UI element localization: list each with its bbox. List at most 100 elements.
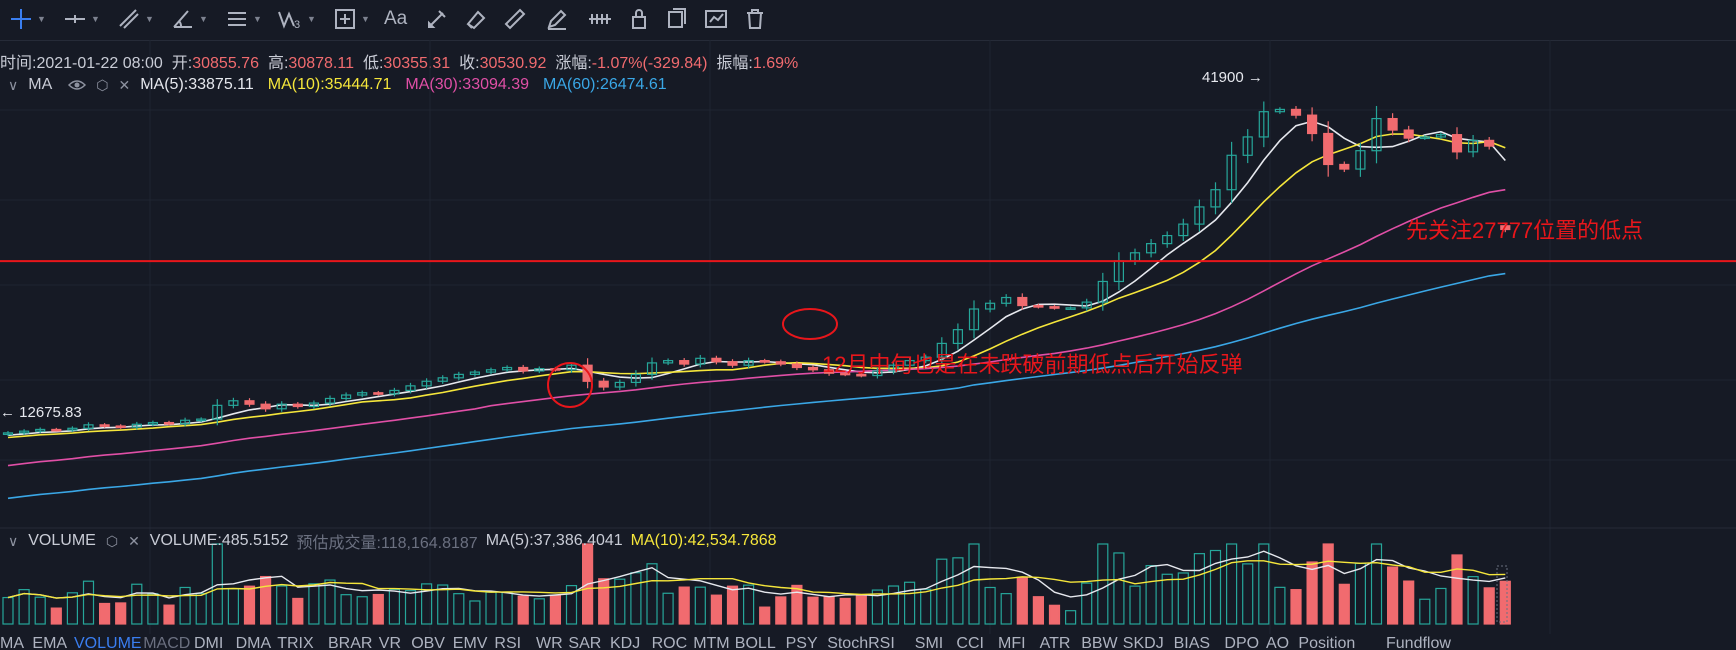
ruler-alt-tool[interactable]	[586, 5, 614, 33]
candle-body	[727, 361, 738, 366]
measure-tool[interactable]: ▼	[332, 5, 370, 33]
tab-boll[interactable]: BOLL	[734, 635, 776, 650]
volume-bar	[1193, 553, 1206, 625]
price-chart[interactable]: 41900 → ← 12675.83 先关注27777位置的低点 12月中旬也是…	[0, 40, 1736, 634]
tab-bias[interactable]: BIAS	[1173, 635, 1211, 650]
chevron-down-icon[interactable]: ▼	[91, 14, 100, 24]
candle-body	[711, 357, 722, 363]
candle-body	[646, 362, 658, 375]
ma-indicator-legend: ∨ MA ⬡ ✕ MA(5):33875.11 MA(10):35444.71 …	[8, 74, 681, 96]
trash-tool[interactable]	[742, 5, 768, 33]
ruler-tool[interactable]	[502, 5, 528, 33]
fibonacci-tool[interactable]: ▼	[224, 5, 262, 33]
annotation-circle-left[interactable]	[547, 362, 593, 408]
tab-brar[interactable]: BRAR	[328, 635, 373, 650]
screenshot-icon	[705, 10, 727, 28]
candle-body	[212, 404, 223, 420]
brush-tool[interactable]	[424, 5, 450, 33]
volume-bar	[694, 586, 706, 625]
volume-indicator-legend: ∨ VOLUME ⬡ ✕ VOLUME:485.5152 预估成交量:118,1…	[8, 530, 791, 552]
close-icon[interactable]: ✕	[118, 76, 131, 93]
tab-ao[interactable]: AO	[1266, 635, 1290, 650]
trash-icon	[747, 9, 763, 29]
crosshair-tool[interactable]: ▼	[8, 5, 46, 33]
settings-gear-icon[interactable]: ⬡	[96, 76, 109, 93]
tab-atr[interactable]: ATR	[1039, 635, 1071, 650]
chevron-down-icon[interactable]: ▼	[361, 14, 370, 24]
volume-bar	[356, 596, 368, 625]
screenshot-tool[interactable]	[702, 5, 730, 33]
tab-ema[interactable]: EMA	[32, 635, 68, 650]
chevron-down-icon[interactable]: ▼	[199, 14, 208, 24]
chevron-down-icon[interactable]: ▼	[37, 14, 46, 24]
tab-bbw[interactable]: BBW	[1081, 635, 1118, 650]
volume-bar	[243, 585, 256, 625]
tab-dma[interactable]: DMA	[235, 635, 272, 650]
copy-tool[interactable]	[664, 5, 690, 33]
ma5-value: MA(5):33875.11	[140, 76, 254, 93]
tab-mtm[interactable]: MTM	[693, 635, 730, 650]
trend-lines-tool[interactable]: ▼	[116, 5, 154, 33]
collapse-chevron-icon[interactable]: ∨	[8, 76, 19, 93]
candle-body	[1419, 136, 1430, 140]
eraser-tool[interactable]	[462, 5, 488, 33]
horizontal-line-tool[interactable]: ▼	[62, 5, 100, 33]
volume-bar	[1483, 587, 1495, 625]
volume-ma10-value: MA(10):42,534.7868	[630, 532, 777, 549]
candle-body	[775, 361, 786, 365]
tab-fundflow[interactable]: Fundflow	[1386, 635, 1451, 650]
tab-volume[interactable]: VOLUME	[74, 635, 142, 650]
tab-stochrsi[interactable]: StochRSI	[827, 635, 895, 650]
lock-tool[interactable]	[626, 5, 652, 33]
ohlc-info-row: 时间:2021-01-22 08:00 开:30855.76 高:30878.11 低…	[0, 49, 807, 72]
angle-tool[interactable]: ▼	[170, 5, 208, 33]
tab-kdj[interactable]: KDJ	[610, 635, 641, 650]
tab-macd[interactable]: MACD	[143, 635, 191, 650]
chevron-down-icon[interactable]: ▼	[145, 14, 154, 24]
tab-roc[interactable]: ROC	[651, 635, 688, 650]
volume-bar	[453, 593, 465, 625]
candle-body	[2, 432, 14, 435]
ruler-alt-icon	[589, 14, 611, 24]
collapse-chevron-icon[interactable]: ∨	[8, 532, 19, 549]
chevron-down-icon[interactable]: ▼	[253, 14, 262, 24]
tab-dmi[interactable]: DMI	[194, 635, 224, 650]
candle-body	[228, 400, 239, 406]
candle-body	[196, 418, 207, 422]
eye-icon[interactable]	[68, 78, 87, 92]
tab-ma[interactable]: MA	[0, 635, 24, 650]
settings-gear-icon[interactable]: ⬡	[105, 532, 119, 549]
tab-sar[interactable]: SAR	[568, 635, 602, 650]
tab-dpo[interactable]: DPO	[1224, 635, 1260, 650]
text-tool[interactable]: Aa	[384, 5, 407, 33]
tab-position[interactable]: Position	[1298, 635, 1356, 650]
tab-wr[interactable]: WR	[536, 635, 563, 650]
volume-bar	[98, 602, 111, 625]
tab-vr[interactable]: VR	[378, 635, 402, 650]
tab-cci[interactable]: CCI	[956, 635, 984, 650]
candle-body	[807, 366, 819, 371]
tab-skdj[interactable]: SKDJ	[1122, 635, 1164, 650]
volume-bar	[1064, 610, 1077, 625]
volume-bar	[1467, 576, 1479, 625]
candle-body	[888, 364, 899, 372]
tab-psy[interactable]: PSY	[785, 635, 818, 650]
pen-tool[interactable]	[544, 5, 570, 33]
candle-body	[1226, 154, 1237, 191]
tab-mfi[interactable]: MFI	[998, 635, 1026, 650]
tab-obv[interactable]: OBV	[411, 635, 445, 650]
close-icon[interactable]: ✕	[128, 532, 140, 549]
candle-body	[147, 421, 158, 425]
tab-smi[interactable]: SMI	[914, 635, 944, 650]
candle-body	[260, 403, 271, 410]
annotation-circle-mid[interactable]	[782, 308, 838, 340]
volume-bar	[936, 558, 948, 625]
tab-emv[interactable]: EMV	[452, 635, 488, 650]
candle-body	[83, 424, 94, 429]
wave-pattern-tool[interactable]: 3 ▼	[276, 5, 316, 33]
tab-trix[interactable]: TRIX	[277, 635, 314, 650]
candle-body	[19, 430, 30, 434]
chevron-down-icon[interactable]: ▼	[307, 14, 316, 24]
tab-rsi[interactable]: RSI	[494, 635, 522, 650]
change-value: -1.07%(-329.84)	[591, 55, 708, 72]
